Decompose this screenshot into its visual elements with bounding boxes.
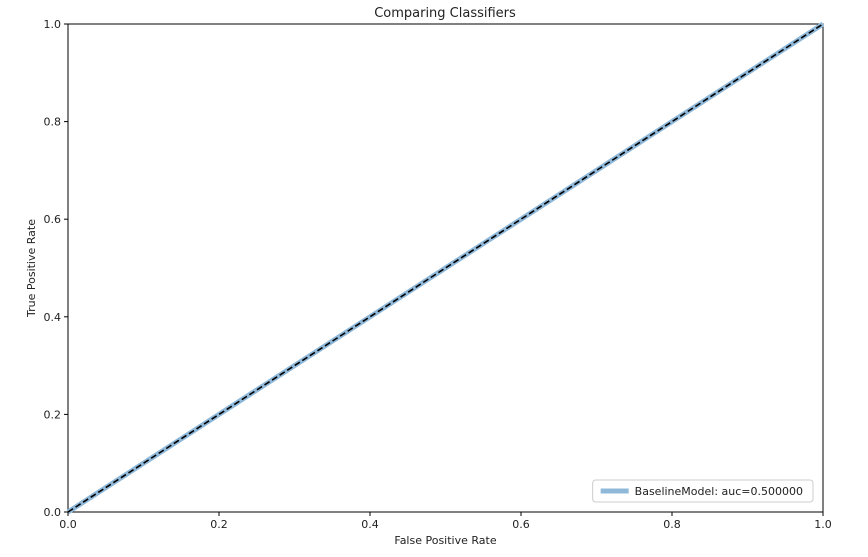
y-tick-label: 0.4 — [44, 311, 62, 324]
series-layer — [66, 21, 825, 515]
x-tick-label: 0.8 — [663, 518, 681, 531]
series-line-0 — [66, 21, 825, 515]
x-axis-ticks: 0.0 0.2 0.4 0.6 0.8 1.0 — [59, 512, 832, 531]
legend-label-baseline: BaselineModel: auc=0.500000 — [635, 485, 803, 498]
y-tick-label: 0.2 — [44, 408, 62, 421]
plot-frame — [67, 23, 824, 513]
chart-title: Comparing Classifiers — [374, 6, 516, 21]
legend-box — [592, 479, 814, 503]
legend: BaselineModel: auc=0.500000 — [592, 479, 814, 503]
x-tick-label: 1.0 — [814, 518, 832, 531]
y-tick-label: 0.6 — [44, 213, 62, 226]
y-tick-label: 0.8 — [44, 116, 62, 129]
y-tick-label: 0.0 — [44, 506, 62, 519]
x-axis-title: False Positive Rate — [394, 534, 496, 547]
reference-diagonal-line — [67, 23, 824, 513]
plot-area — [66, 21, 825, 515]
x-tick-label: 0.6 — [512, 518, 530, 531]
y-axis-title: True Positive Rate — [25, 219, 38, 318]
x-tick-label: 0.2 — [210, 518, 228, 531]
y-tick-label: 1.0 — [44, 18, 62, 31]
y-axis-ticks: 0.0 0.2 0.4 0.6 0.8 1.0 — [44, 18, 68, 519]
x-tick-label: 0.4 — [361, 518, 379, 531]
x-tick-label: 0.0 — [59, 518, 77, 531]
